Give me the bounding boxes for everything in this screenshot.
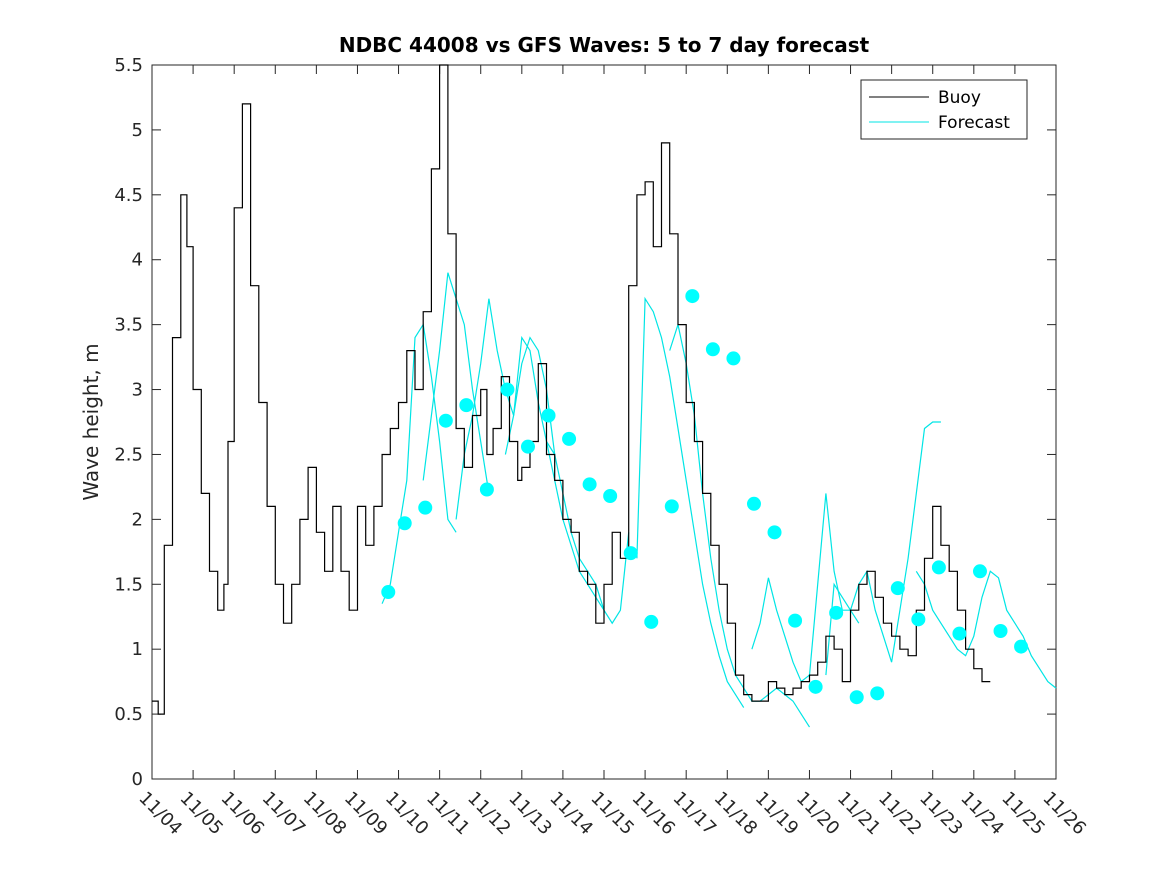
forecast-series-line	[381, 322, 457, 604]
series-layer	[152, 64, 1057, 728]
forecast-series-line	[751, 493, 860, 683]
buoy-series-line	[152, 64, 991, 715]
forecast-marker	[644, 614, 659, 629]
forecast-marker	[972, 564, 987, 579]
forecast-marker	[381, 585, 396, 600]
forecast-marker	[397, 516, 412, 531]
forecast-marker	[767, 525, 782, 540]
forecast-marker	[520, 439, 535, 454]
y-tick-label: 0.5	[114, 704, 143, 725]
forecast-marker	[541, 408, 556, 423]
forecast-marker	[890, 581, 905, 596]
y-axis-tick-labels: 0 0.5 1 1.5 2 2.5 3 3.5 4 4.5 5 5.5	[114, 55, 143, 790]
forecast-marker	[603, 488, 618, 503]
forecast-marker	[459, 398, 474, 413]
y-tick-label: 1	[132, 639, 143, 660]
plot-area	[151, 64, 1057, 780]
forecast-marker	[582, 477, 597, 492]
forecast-marker	[1014, 639, 1029, 654]
y-tick-label: 3	[132, 380, 143, 401]
legend: Buoy Forecast	[860, 79, 1028, 140]
forecast-marker	[788, 613, 803, 628]
forecast-marker	[849, 690, 864, 705]
forecast-marker	[705, 342, 720, 357]
chart-title: NDBC 44008 vs GFS Waves: 5 to 7 day fore…	[339, 33, 870, 57]
forecast-series-line	[636, 296, 745, 708]
forecast-series-line	[915, 570, 1057, 689]
forecast-marker	[931, 560, 946, 575]
legend-box	[860, 79, 1028, 140]
forecast-marker	[500, 382, 515, 397]
forecast-marker	[562, 431, 577, 446]
forecast-marker	[952, 626, 967, 641]
forecast-marker	[685, 289, 700, 304]
y-tick-label: 4	[132, 250, 143, 271]
forecast-series-line	[669, 322, 811, 728]
y-tick-label: 5.5	[114, 55, 143, 76]
forecast-marker	[746, 496, 761, 511]
y-tick-label: 0	[132, 769, 143, 790]
forecast-marker	[726, 351, 741, 366]
legend-label-buoy: Buoy	[938, 88, 981, 108]
forecast-markers	[381, 289, 1029, 705]
forecast-marker	[664, 499, 679, 514]
y-axis-label: Wave height, m	[79, 343, 103, 500]
forecast-marker	[911, 612, 926, 627]
forecast-marker	[993, 624, 1008, 639]
axis-ticks	[151, 64, 1057, 780]
forecast-marker	[418, 500, 433, 515]
y-tick-label: 5	[132, 120, 143, 141]
forecast-marker	[623, 546, 638, 561]
forecast-series-line	[825, 421, 941, 676]
forecast-marker	[479, 482, 494, 497]
y-tick-label: 2	[132, 509, 143, 530]
y-tick-label: 3.5	[114, 315, 143, 336]
y-tick-label: 1.5	[114, 574, 143, 595]
y-tick-label: 4.5	[114, 185, 143, 206]
forecast-marker	[870, 686, 885, 701]
forecast-marker	[829, 605, 844, 620]
legend-label-forecast: Forecast	[938, 113, 1010, 133]
forecast-marker	[808, 679, 823, 694]
y-tick-label: 2.5	[114, 444, 143, 465]
forecast-marker	[438, 413, 453, 428]
